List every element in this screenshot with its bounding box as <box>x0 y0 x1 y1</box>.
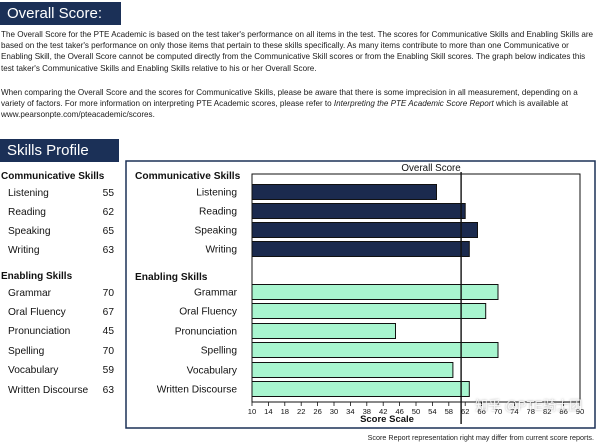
note-text: When comparing the Overall Score and the… <box>1 88 578 109</box>
skills-bar-chart: Communicative Skills Listening Reading Spea… <box>125 160 597 430</box>
category-label: Reading <box>199 207 237 218</box>
bar-written-discourse <box>251 381 470 397</box>
x-tick-label: 26 <box>313 407 321 416</box>
category-label: Speaking <box>195 226 238 237</box>
skill-name: Listening <box>8 188 49 199</box>
bar-reading <box>251 203 466 219</box>
bar-pronunciation <box>251 323 396 339</box>
note-url-text: which is available at www.pearsonpte.com… <box>1 99 568 120</box>
score-comparison-note: When comparing the Overall Score and the… <box>1 87 599 121</box>
category-label: Listening <box>196 188 237 199</box>
bar-listening <box>251 184 437 200</box>
skills-profile-header: Skills Profile <box>0 139 119 162</box>
skill-name: Spelling <box>8 346 45 357</box>
bar-grammar <box>251 284 499 300</box>
x-tick-label: 86 <box>559 407 567 416</box>
skill-score: 45 <box>102 326 114 337</box>
x-tick-label: 30 <box>330 407 338 416</box>
x-tick-label: 66 <box>477 407 485 416</box>
overall-score-explanation: The Overall Score for the PTE Academic i… <box>1 30 594 73</box>
footnote: Score Report representation right may di… <box>367 433 594 442</box>
skill-score: 65 <box>102 226 114 237</box>
skill-score: 59 <box>102 365 114 376</box>
bar-writing <box>251 241 470 257</box>
category-label: Oral Fluency <box>179 307 238 318</box>
x-tick-label: 34 <box>346 407 354 416</box>
x-tick-label: 42 <box>379 407 387 416</box>
skill-score: 62 <box>102 207 114 218</box>
x-tick-label: 10 <box>248 407 256 416</box>
chart-enabling-heading: Enabling Skills <box>135 272 208 283</box>
x-tick-label: 14 <box>264 407 272 416</box>
category-label: Spelling <box>201 346 238 357</box>
bar-vocabulary <box>251 362 454 378</box>
skill-score: 70 <box>102 288 114 299</box>
category-label: Pronunciation <box>175 327 237 338</box>
x-tick-label: 38 <box>363 407 371 416</box>
x-tick-label: 74 <box>510 407 518 416</box>
skill-name: Writing <box>8 245 40 256</box>
category-label: Vocabulary <box>187 366 238 377</box>
skill-name: Oral Fluency <box>8 307 66 318</box>
watermark: 知乎 @PTE骑士团 <box>475 398 583 413</box>
x-tick-label: 54 <box>428 407 436 416</box>
skill-score: 63 <box>102 245 114 256</box>
x-tick-label: 90 <box>576 407 584 416</box>
x-tick-label: 58 <box>445 407 453 416</box>
x-tick-label: 78 <box>527 407 535 416</box>
x-tick-label: 22 <box>297 407 305 416</box>
bar-spelling <box>251 342 499 358</box>
category-label: Writing <box>205 245 237 256</box>
x-tick-label: 46 <box>395 407 403 416</box>
chart-communicative-heading: Communicative Skills <box>135 171 241 182</box>
enabling-skills-heading: Enabling Skills <box>1 271 73 282</box>
communicative-skills-heading: Communicative Skills <box>1 171 105 182</box>
chart-frame <box>125 160 596 429</box>
skill-score: 67 <box>102 307 114 318</box>
x-tick-label: 18 <box>281 407 289 416</box>
x-tick-label: 82 <box>543 407 551 416</box>
skill-score: 63 <box>102 385 114 396</box>
bar-oral-fluency <box>251 303 487 319</box>
skill-name: Reading <box>8 207 46 218</box>
skill-score: 70 <box>102 346 114 357</box>
x-tick-label: 70 <box>494 407 502 416</box>
category-label: Written Discourse <box>157 385 238 396</box>
overall-score-header: Overall Score: 61 <box>0 2 121 46</box>
skill-name: Vocabulary <box>8 365 59 376</box>
skill-score: 55 <box>102 188 114 199</box>
bar-speaking <box>251 222 478 238</box>
skill-name: Pronunciation <box>8 326 71 337</box>
skill-name: Written Discourse <box>8 385 89 396</box>
skill-name: Speaking <box>8 226 51 237</box>
x-axis-label: Score Scale <box>360 414 414 425</box>
x-tick-label: 50 <box>412 407 420 416</box>
overall-score-line-label: Overall Score <box>401 163 461 174</box>
score-report-guide-title: Interpreting the PTE Academic Score Repo… <box>333 99 494 109</box>
category-label: Grammar <box>194 288 238 299</box>
x-tick-label: 62 <box>461 407 469 416</box>
skill-name: Grammar <box>8 288 52 299</box>
chart-canvas: Communicative Skills Listening Reading Spea… <box>125 160 596 429</box>
